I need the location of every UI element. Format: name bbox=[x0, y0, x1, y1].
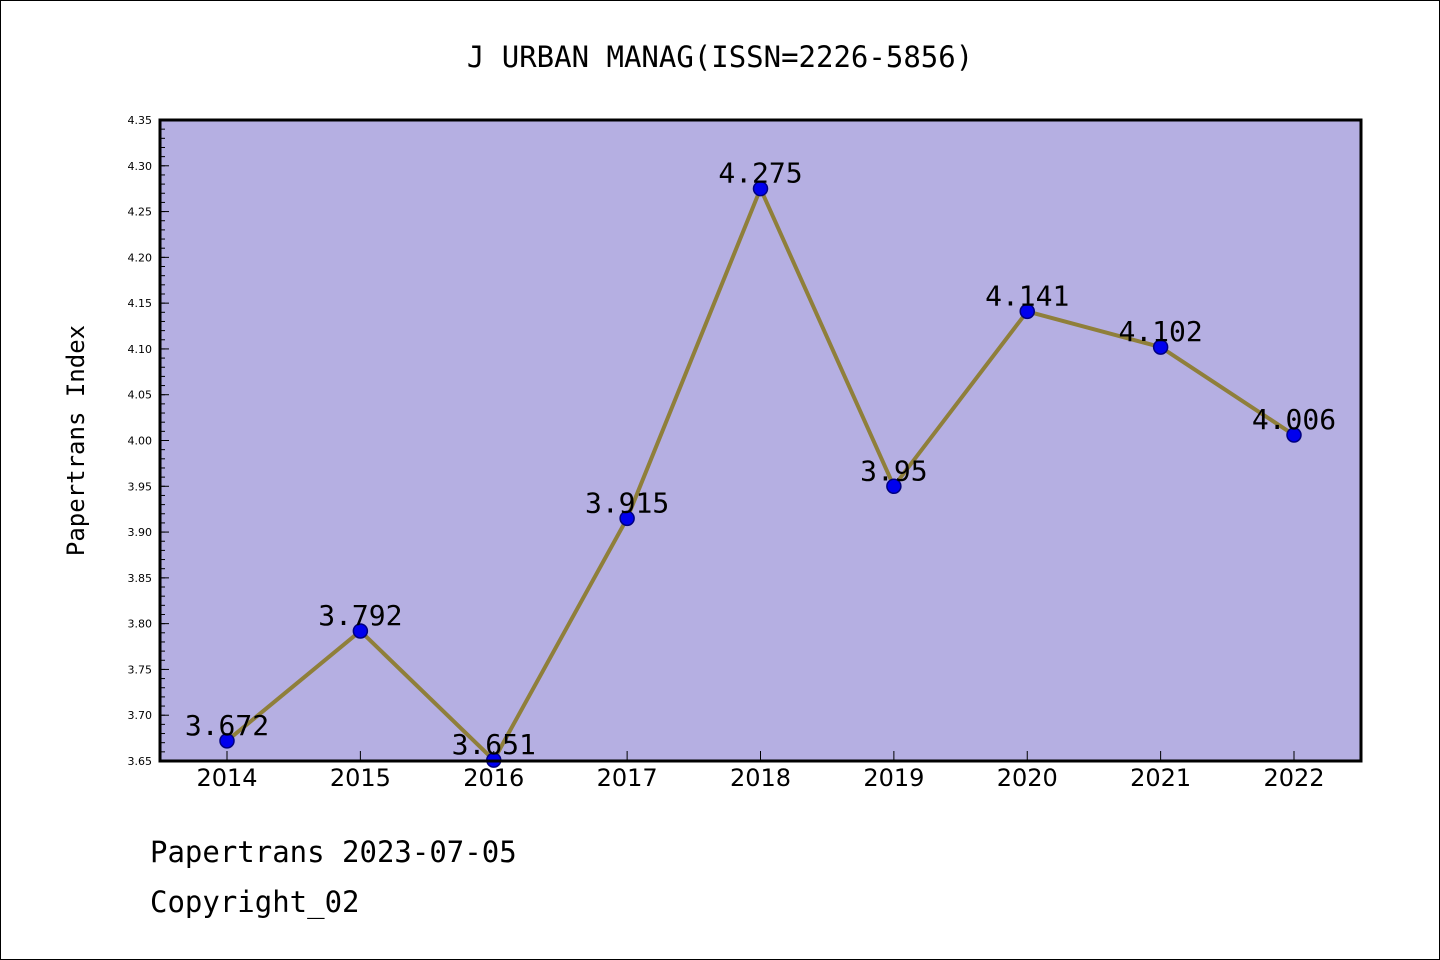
data-point bbox=[219, 733, 235, 749]
x-tick-label: 2017 bbox=[597, 764, 658, 792]
y-tick-label: 3.85 bbox=[128, 572, 153, 585]
data-label: 3.651 bbox=[452, 728, 536, 761]
x-tick-label: 2021 bbox=[1130, 764, 1191, 792]
data-labels: 3.672 3.792 3.651 3.915 4.275 3.95 4.141 4.102 4… bbox=[185, 157, 1336, 761]
y-tick-label: 4.00 bbox=[128, 435, 153, 448]
x-tick-label: 2014 bbox=[196, 764, 257, 792]
x-tick-label: 2015 bbox=[330, 764, 391, 792]
y-tick-label: 3.65 bbox=[128, 755, 153, 768]
data-markers bbox=[219, 180, 1302, 768]
x-tick-label: 2019 bbox=[863, 764, 924, 792]
y-axis-ticks: 3.65 3.70 3.75 3.80 3.85 3.90 3.95 4.00 4.05 4.10… bbox=[128, 114, 169, 768]
data-point bbox=[619, 510, 635, 527]
y-tick-label: 4.35 bbox=[128, 114, 153, 127]
data-label: 3.672 bbox=[185, 709, 269, 742]
x-tick-label: 2020 bbox=[997, 764, 1058, 792]
plot-area bbox=[160, 120, 1361, 761]
data-label: 3.915 bbox=[585, 486, 669, 519]
plot-border bbox=[158, 118, 1363, 763]
y-tick-label: 3.70 bbox=[128, 709, 153, 722]
y-tick-label: 4.10 bbox=[128, 343, 153, 356]
chart-title: J URBAN MANAG(ISSN=2226-5856) bbox=[467, 40, 973, 74]
y-tick-label: 3.90 bbox=[128, 526, 153, 539]
data-label: 3.95 bbox=[860, 454, 927, 487]
data-point bbox=[1019, 303, 1035, 320]
y-tick-label: 4.25 bbox=[128, 206, 153, 219]
data-label: 4.141 bbox=[985, 279, 1069, 312]
data-point bbox=[752, 180, 769, 197]
y-tick-label: 4.30 bbox=[128, 160, 153, 173]
data-label: 4.006 bbox=[1252, 403, 1336, 436]
data-point bbox=[1152, 339, 1169, 355]
data-point bbox=[886, 478, 902, 495]
y-tick-label: 3.95 bbox=[128, 480, 153, 493]
y-tick-label: 3.80 bbox=[128, 618, 153, 631]
x-axis-ticks: 2014 2015 2016 2017 2018 2019 2020 2021 2022 bbox=[196, 751, 1325, 792]
data-label: 4.275 bbox=[718, 157, 802, 190]
data-point bbox=[352, 623, 369, 639]
data-label: 3.792 bbox=[318, 599, 402, 632]
footer-copyright: Copyright_02 bbox=[150, 885, 360, 919]
footer-date: Papertrans 2023-07-05 bbox=[150, 835, 517, 869]
y-tick-label: 3.75 bbox=[128, 663, 153, 676]
x-tick-label: 2018 bbox=[730, 764, 791, 792]
x-tick-label: 2022 bbox=[1263, 764, 1324, 792]
y-tick-label: 4.20 bbox=[128, 251, 153, 264]
data-point bbox=[1286, 427, 1302, 443]
x-tick-label: 2016 bbox=[463, 764, 524, 792]
data-label: 4.102 bbox=[1118, 315, 1202, 348]
y-tick-label: 4.15 bbox=[128, 297, 153, 310]
y-axis-label: Papertrans Index bbox=[62, 325, 90, 556]
y-tick-label: 4.05 bbox=[128, 389, 153, 402]
